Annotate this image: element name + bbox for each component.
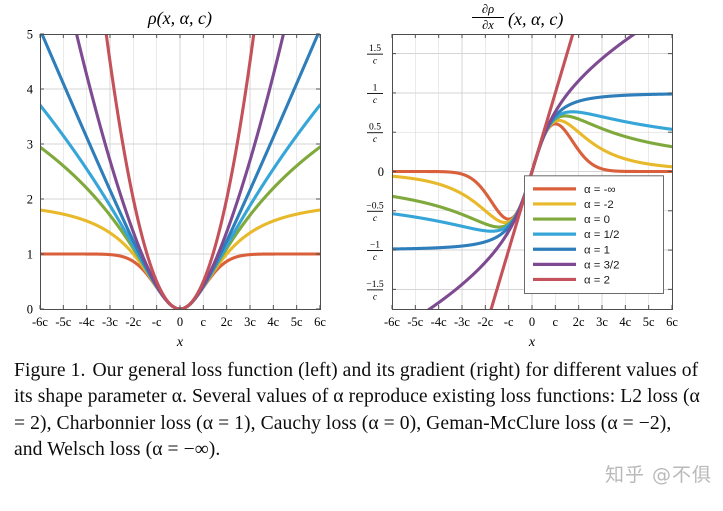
gradient-plot-title: ∂ρ ∂x (x, α, c) xyxy=(472,2,563,32)
y-tick-label: 3 xyxy=(27,138,33,152)
y-tick-label: 0 xyxy=(378,165,384,179)
loss-plot-panel: -6c -5c -4c -3c -2c -c 0 c 2c 3c 4c 5c 6c x 0 1 2 3 4 5 ρ(x,… xyxy=(2,0,350,355)
y-tick-label-numerator: 0.5 xyxy=(369,122,381,133)
y-tick-label-numerator: −1.5 xyxy=(366,279,384,290)
x-tick-label: -4c xyxy=(79,315,95,329)
legend-entry-label: α = -∞ xyxy=(584,184,615,196)
y-tick-label-numerator: −0.5 xyxy=(366,200,384,211)
curve-1 xyxy=(40,34,320,309)
legend-entry-label: α = -2 xyxy=(584,199,614,211)
legend-entry-label: α = 2 xyxy=(584,274,610,286)
x-tick-label: -c xyxy=(504,315,514,329)
curves-group xyxy=(392,34,672,309)
y-tick-label: 0 xyxy=(27,303,33,317)
y-tick-label: 1 xyxy=(27,248,33,262)
y-tick-label-numerator: 1 xyxy=(373,82,378,93)
x-tick-label: 6c xyxy=(666,315,678,329)
y-tick-label-denominator: c xyxy=(373,213,378,224)
x-tick-label: 4c xyxy=(267,315,279,329)
x-tick-label: -6c xyxy=(384,315,400,329)
x-tick-label: 5c xyxy=(643,315,655,329)
x-tick-label: c xyxy=(553,315,559,329)
figure-caption: Figure 1. Our general loss function (left… xyxy=(14,358,704,463)
x-tick-label: 5c xyxy=(291,315,303,329)
x-tick-label: 0 xyxy=(529,315,535,329)
curve-0 xyxy=(40,145,320,309)
x-tick-label: c xyxy=(201,315,207,329)
legend: α = -∞ α = -2 α = 0 α = 1/2 α = 1 α = 3/2 α = … xyxy=(524,175,664,294)
x-tick-label: 2c xyxy=(573,315,585,329)
loss-plot-svg: -6c -5c -4c -3c -2c -c 0 c 2c 3c 4c 5c 6c x 0 1 2 3 4 5 ρ(x,… xyxy=(27,8,327,350)
axes-frame xyxy=(40,34,321,310)
y-tick-label-denominator: c xyxy=(373,134,378,145)
x-tick-label: -2c xyxy=(125,315,141,329)
legend-entry-label: α = 1/2 xyxy=(584,229,619,241)
caption-label: Figure 1. xyxy=(14,360,86,381)
y-tick-label-numerator: −1 xyxy=(370,240,380,251)
loss-plot-title: ρ(x, α, c) xyxy=(147,8,212,29)
curve-0.5 xyxy=(40,103,320,309)
legend-entry-label: α = 3/2 xyxy=(584,259,619,271)
y-tick-label: 4 xyxy=(27,83,34,97)
y-tick-label-denominator: c xyxy=(373,56,378,67)
legend-entry-label: α = 0 xyxy=(584,214,610,226)
x-tick-label: -5c xyxy=(407,315,423,329)
x-tick-label: -c xyxy=(152,315,162,329)
gradient-plot-svg: -6c -5c -4c -3c -2c -c 0 c 2c 3c 4c 5c 6cx−1.5c−1c−0… xyxy=(366,2,678,350)
x-tick-label: 2c xyxy=(221,315,233,329)
x-tick-label: -4c xyxy=(431,315,447,329)
x-tick-label: -5c xyxy=(55,315,71,329)
x-tick-label: -6c xyxy=(32,315,48,329)
legend-entry-label: α = 1 xyxy=(584,244,610,256)
y-tick-label: 5 xyxy=(27,28,33,42)
x-axis-label: x xyxy=(176,335,184,350)
x-tick-label: -3c xyxy=(454,315,470,329)
curve-2 xyxy=(489,34,575,309)
y-tick-label-numerator: 1.5 xyxy=(369,43,381,54)
caption-body: Our general loss function (left) and its… xyxy=(14,360,700,461)
y-tick-label-denominator: c xyxy=(373,291,378,302)
x-tick-label: 3c xyxy=(244,315,256,329)
curves-group xyxy=(40,34,320,309)
gradient-plot-panel: -6c -5c -4c -3c -2c -c 0 c 2c 3c 4c 5c 6c x −1.5 c −1 c −0… xyxy=(352,0,712,355)
x-tick-label: 3c xyxy=(596,315,608,329)
watermark: 知乎 @不俱 xyxy=(604,464,712,486)
svg-text:∂x: ∂x xyxy=(482,18,494,32)
curve-2 xyxy=(40,208,320,309)
x-tick-label: -2c xyxy=(477,315,493,329)
y-tick-label: 2 xyxy=(27,193,33,207)
curve-1.5 xyxy=(74,34,286,309)
y-tick-label-denominator: c xyxy=(373,95,378,106)
svg-text:(x, α, c): (x, α, c) xyxy=(508,9,563,30)
x-tick-label: 4c xyxy=(619,315,631,329)
x-tick-label: -3c xyxy=(102,315,118,329)
x-axis-label: x xyxy=(528,335,536,350)
x-tick-label: 6c xyxy=(314,315,326,329)
x-tick-label: 0 xyxy=(177,315,183,329)
svg-text:∂ρ: ∂ρ xyxy=(482,2,494,16)
y-tick-label-denominator: c xyxy=(373,252,378,263)
curve-inf xyxy=(40,252,320,309)
